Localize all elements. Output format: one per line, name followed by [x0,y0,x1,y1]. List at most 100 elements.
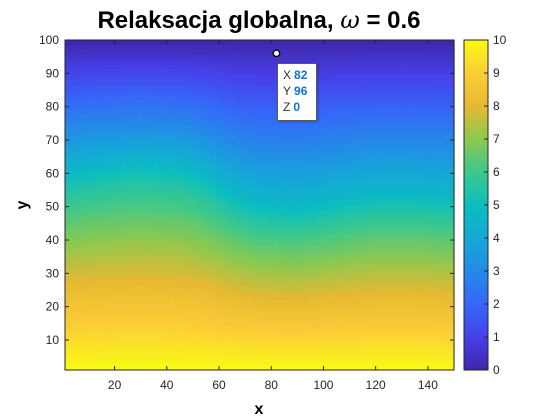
heatmap-cell [179,220,185,226]
heatmap-cell [220,45,227,51]
heatmap-cell [345,260,351,266]
heatmap-cell [345,215,351,221]
heatmap-cell [407,155,414,161]
heatmap-cell [391,315,398,321]
heatmap-cell [365,190,372,196]
heatmap-cell [163,95,170,101]
heatmap-cell [153,80,159,86]
heatmap-cell [127,115,134,121]
heatmap-cell [210,90,217,96]
heatmap-cell [365,200,372,206]
heatmap-cell [194,100,201,106]
heatmap-cell [319,215,325,221]
heatmap-cell [267,310,274,316]
heatmap-cell [371,255,377,261]
heatmap-cell [282,235,289,241]
heatmap-cell [210,220,217,226]
heatmap-cell [350,360,357,366]
heatmap-cell [319,65,325,71]
heatmap-cell [70,300,76,306]
heatmap-cell [96,55,102,61]
heatmap-cell [153,150,159,156]
heatmap-cell [70,260,76,266]
heatmap-cell [168,150,175,156]
heatmap-cell [153,220,159,226]
heatmap-cell [272,165,279,171]
heatmap-cell [210,305,217,311]
heatmap-cell [313,195,320,201]
heatmap-cell [168,60,175,66]
heatmap-cell [163,310,170,316]
heatmap-cell [153,330,159,336]
heatmap-cell [293,120,299,126]
heatmap-cell [262,175,268,181]
heatmap-cell [345,235,351,241]
heatmap-cell [277,290,284,296]
heatmap-cell [365,150,372,156]
heatmap-cell [443,195,450,201]
heatmap-cell [189,235,196,241]
heatmap-cell [355,140,362,146]
heatmap-cell [334,300,341,306]
heatmap-cell [132,355,139,361]
heatmap-cell [168,355,175,361]
heatmap-cell [225,355,232,361]
heatmap-cell [355,90,362,96]
heatmap-cell [417,340,424,346]
heatmap-cell [298,135,305,141]
heatmap-cell [448,40,455,46]
heatmap-cell [355,60,362,66]
heatmap-cell [122,270,128,276]
heatmap-cell [189,195,196,201]
heatmap-cell [205,130,211,136]
heatmap-cell [90,310,97,316]
heatmap-cell [376,180,382,186]
heatmap-cell [122,130,128,136]
heatmap-cell [308,235,315,241]
heatmap-cell [70,305,76,311]
heatmap-cell [205,295,211,301]
heatmap-cell [391,360,398,366]
heatmap-cell [241,345,248,351]
heatmap-cell [184,305,191,311]
heatmap-cell [179,260,185,266]
heatmap-cell [251,95,258,101]
heatmap-cell [127,80,134,86]
heatmap-cell [256,315,263,321]
heatmap-image[interactable] [65,40,455,371]
heatmap-cell [225,200,232,206]
heatmap-cell [184,175,191,181]
heatmap-cell [443,350,450,356]
heatmap-cell [153,240,159,246]
heatmap-cell [308,165,315,171]
heatmap-cell [339,105,346,111]
heatmap-cell [127,90,134,96]
heatmap-cell [142,165,149,171]
heatmap-cell [194,90,201,96]
heatmap-cell [319,40,325,46]
heatmap-cell [448,100,455,106]
heatmap-cell [371,185,377,191]
heatmap-cell [241,70,248,76]
heatmap-cell [230,145,237,151]
heatmap-cell [75,365,82,371]
heatmap-cell [80,365,87,371]
heatmap-cell [65,210,71,216]
heatmap-cell [433,225,440,231]
heatmap-cell [70,355,76,361]
heatmap-cell [153,50,159,56]
heatmap-cell [433,190,440,196]
heatmap-cell [70,200,76,206]
heatmap-cell [293,45,299,51]
heatmap-cell [116,50,123,56]
heatmap-cell [381,170,388,176]
heatmap-cell [324,245,331,251]
heatmap-cell [137,220,144,226]
heatmap-cell [298,295,305,301]
heatmap-cell [101,280,108,286]
heatmap-cell [189,365,196,371]
heatmap-cell [319,305,325,311]
heatmap-cell [246,310,253,316]
heatmap-cell [267,75,274,81]
heatmap-cell [173,350,180,356]
